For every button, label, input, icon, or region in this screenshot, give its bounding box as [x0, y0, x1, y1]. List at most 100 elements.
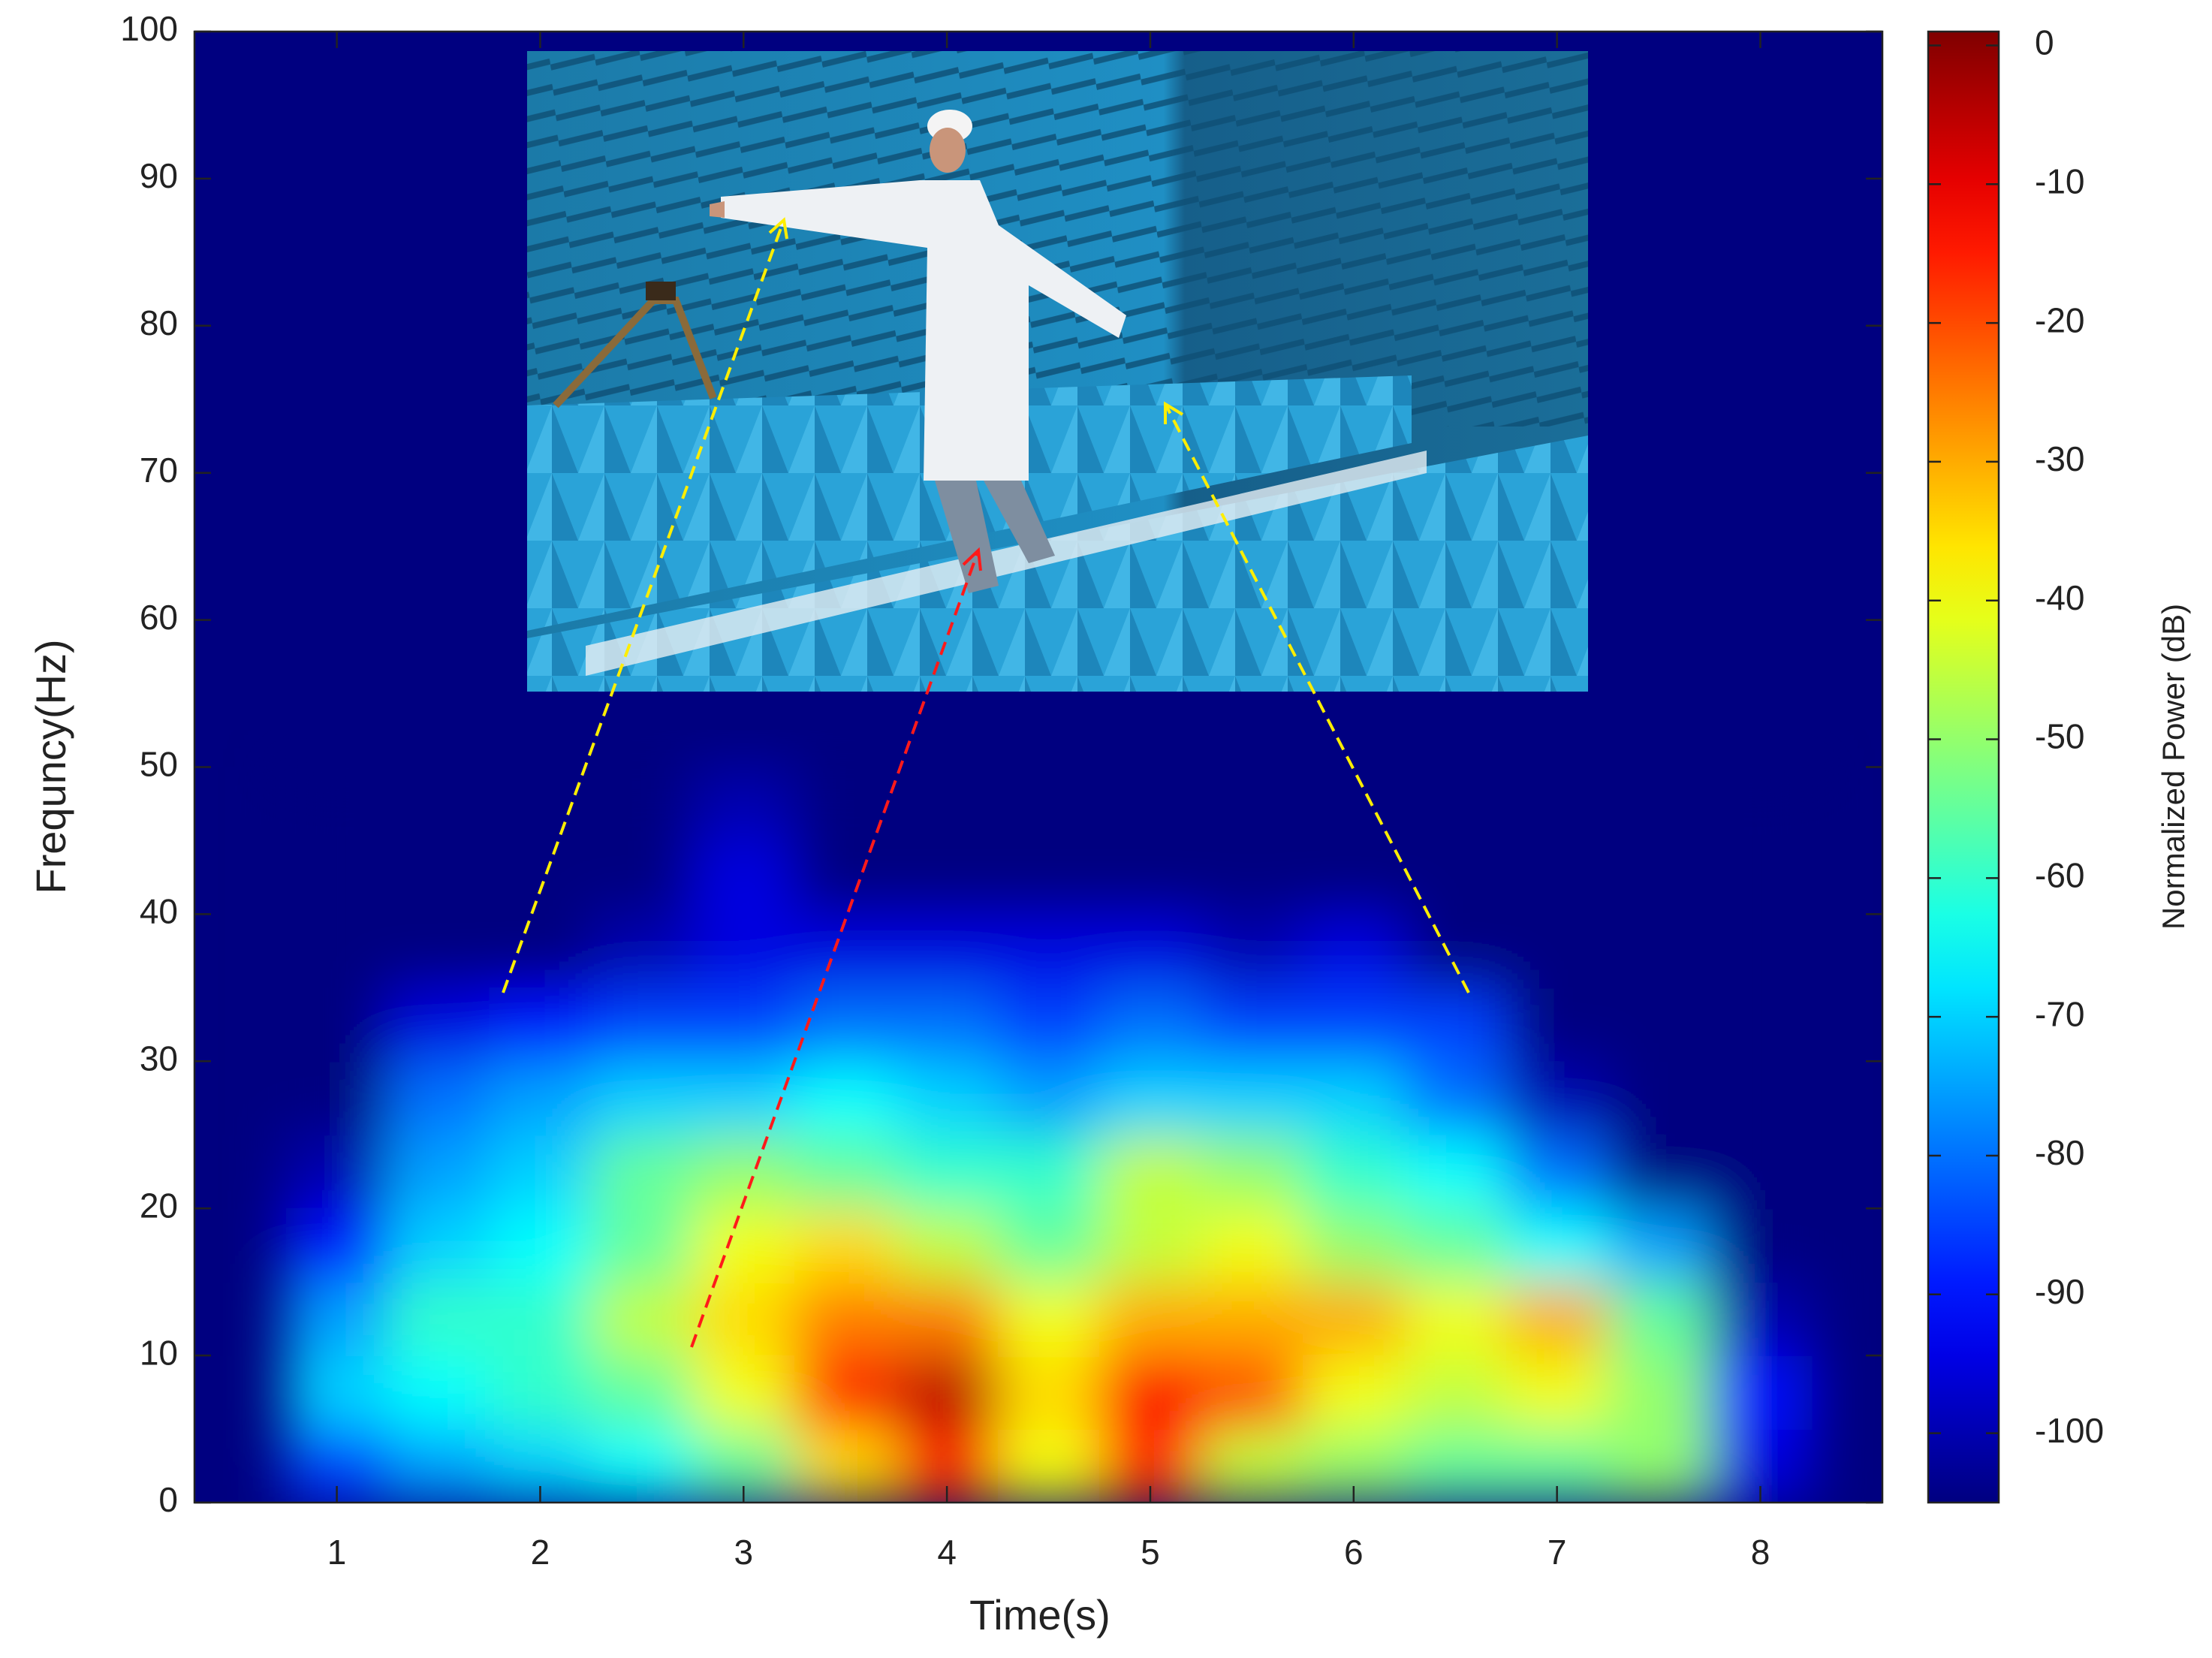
cell	[1201, 1355, 1304, 1430]
cell	[896, 1135, 999, 1210]
cell	[489, 1355, 592, 1430]
cell	[896, 1208, 999, 1283]
y-tick-label: 40	[140, 892, 178, 931]
cell	[1709, 914, 1813, 989]
y-tick-label: 30	[140, 1039, 178, 1078]
cell	[794, 1208, 897, 1283]
cell	[387, 987, 490, 1063]
cell	[1505, 767, 1609, 842]
cell	[1608, 840, 1710, 915]
cell	[387, 1061, 490, 1136]
colorbar-tick-label: -20	[2035, 300, 2084, 339]
cell	[692, 914, 795, 989]
x-axis-label: Time(s)	[969, 1591, 1111, 1638]
cell	[1099, 987, 1202, 1063]
cell	[1608, 767, 1710, 842]
cell	[794, 767, 897, 842]
x-tick-label: 8	[1751, 1533, 1771, 1572]
cell	[1303, 914, 1406, 989]
cell	[1404, 1282, 1507, 1357]
cell	[896, 1061, 999, 1136]
cell	[794, 840, 897, 915]
cell	[997, 840, 1101, 915]
cell	[1201, 1208, 1304, 1283]
cell	[997, 1061, 1101, 1136]
x-tick-label: 6	[1344, 1533, 1364, 1572]
cell	[997, 1282, 1101, 1357]
colorbar-tick-label: -80	[2035, 1133, 2084, 1172]
cell	[794, 1282, 897, 1357]
colorbar	[1928, 32, 1999, 1503]
cell	[1505, 1282, 1609, 1357]
cell	[387, 914, 490, 989]
cell	[387, 1135, 490, 1210]
cell	[591, 1208, 694, 1283]
cell	[591, 1282, 694, 1357]
y-tick-label: 10	[140, 1333, 178, 1372]
cell	[591, 914, 694, 989]
cell	[1303, 1061, 1406, 1136]
cell	[1505, 1355, 1609, 1430]
y-tick-label: 90	[140, 156, 178, 195]
cell	[1303, 1135, 1406, 1210]
cell	[489, 767, 592, 842]
cell	[1709, 840, 1813, 915]
cell	[1709, 1282, 1813, 1357]
cell	[997, 1208, 1101, 1283]
cell	[1608, 914, 1710, 989]
cell	[1201, 914, 1304, 989]
y-tick-label: 100	[120, 9, 178, 48]
cell	[1505, 914, 1609, 989]
cell	[591, 987, 694, 1063]
cell	[692, 767, 795, 842]
cell	[1608, 1061, 1710, 1136]
cell	[692, 840, 795, 915]
cell	[1303, 1282, 1406, 1357]
cell	[387, 1208, 490, 1283]
x-tick-label: 4	[937, 1533, 957, 1572]
cell	[1201, 1061, 1304, 1136]
cell	[1505, 1135, 1609, 1210]
x-tick-label: 1	[327, 1533, 347, 1572]
inset-photo	[527, 51, 1588, 692]
annotation-arrows	[502, 217, 1470, 1348]
cell	[1303, 1355, 1406, 1430]
cell	[997, 1135, 1101, 1210]
cell	[692, 1135, 795, 1210]
cell	[1201, 987, 1304, 1063]
cell	[1505, 1061, 1609, 1136]
cell	[692, 1282, 795, 1357]
cell	[285, 1282, 389, 1357]
cell	[285, 767, 389, 842]
spectrogram	[285, 767, 1813, 1503]
cell	[387, 767, 490, 842]
cell	[794, 914, 897, 989]
cell	[285, 1208, 389, 1283]
cell	[794, 1135, 897, 1210]
cell	[285, 1061, 389, 1136]
cell	[1404, 767, 1507, 842]
cell	[591, 1135, 694, 1210]
colorbar-tick-label: -100	[2035, 1411, 2104, 1450]
x-tick-label: 7	[1547, 1533, 1567, 1572]
cell	[1505, 840, 1609, 915]
cell	[285, 840, 389, 915]
cell	[1608, 987, 1710, 1063]
cell	[1505, 987, 1609, 1063]
cell	[1099, 1135, 1202, 1210]
cell	[285, 1355, 389, 1430]
cell	[1709, 987, 1813, 1063]
cell	[489, 987, 592, 1063]
cell	[997, 1429, 1101, 1503]
colorbar-tick-label: -10	[2035, 161, 2084, 200]
cell	[997, 914, 1101, 989]
y-tick-label: 80	[140, 303, 178, 342]
y-tick-label: 70	[140, 451, 178, 490]
cell	[1709, 1135, 1813, 1210]
cell	[896, 767, 999, 842]
cell	[1201, 767, 1304, 842]
cell	[387, 1282, 490, 1357]
cell	[997, 767, 1101, 842]
colorbar-label: Normalized Power (dB)	[2156, 604, 2191, 930]
